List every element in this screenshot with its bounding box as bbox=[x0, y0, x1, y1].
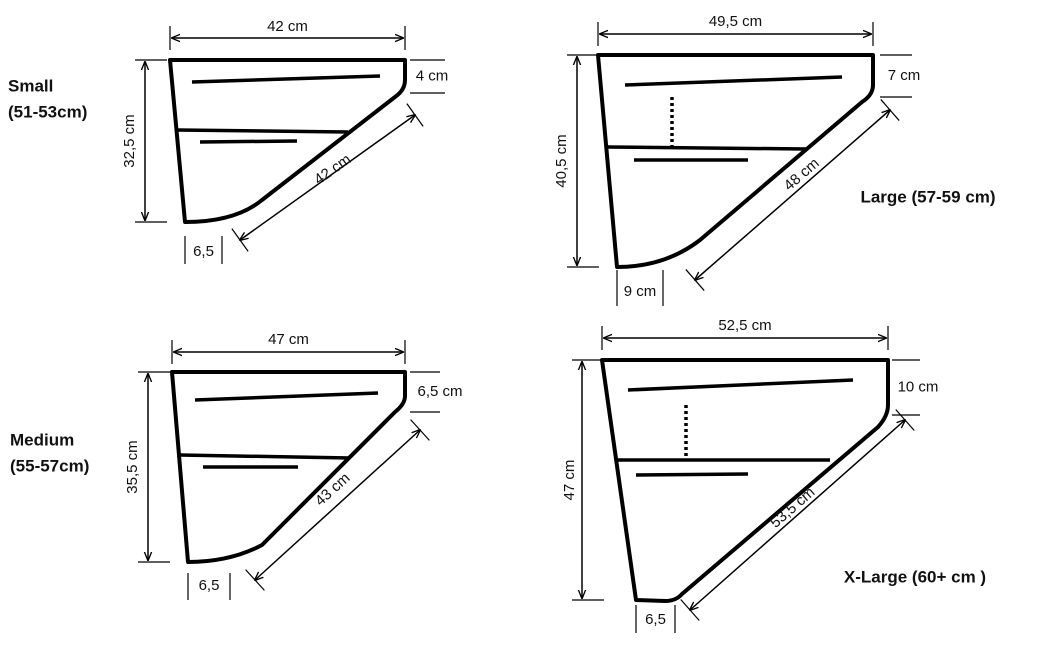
side-label: 6,5 cm bbox=[417, 383, 462, 400]
height-label: 40,5 cm bbox=[553, 134, 570, 187]
placement-line bbox=[607, 145, 807, 151]
bottom-label: 9 cm bbox=[624, 283, 657, 300]
top-width-label: 42 cm bbox=[267, 18, 308, 35]
extension-line bbox=[410, 419, 430, 441]
height-label: 35,5 cm bbox=[124, 440, 141, 493]
size-label: (51-53cm) bbox=[8, 102, 87, 121]
pattern-piece: 52,5 cm 47 cm 10 cm 53,5 cm 6,5 X-Large (60+ … bbox=[561, 317, 986, 633]
extension-line bbox=[680, 599, 700, 621]
dimension-arrow bbox=[695, 110, 890, 280]
height-label: 32,5 cm bbox=[121, 114, 138, 167]
placement-line bbox=[627, 378, 854, 392]
placement-line bbox=[194, 391, 379, 402]
extension-line bbox=[245, 569, 265, 591]
size-label: Small bbox=[8, 76, 53, 95]
placement-line bbox=[199, 139, 298, 144]
placement-line bbox=[176, 128, 349, 134]
size-label: X-Large (60+ cm ) bbox=[844, 567, 986, 586]
dimension-arrow bbox=[690, 420, 905, 610]
side-label: 7 cm bbox=[888, 67, 921, 84]
dimension-arrow bbox=[255, 430, 420, 580]
top-width-label: 47 cm bbox=[268, 331, 309, 348]
placement-line bbox=[624, 75, 843, 87]
size-label: Large (57-59 cm) bbox=[860, 187, 995, 206]
height-label: 47 cm bbox=[561, 460, 578, 501]
side-label: 4 cm bbox=[416, 67, 449, 84]
diagonal-label: 53,5 cm bbox=[767, 484, 818, 532]
bottom-label: 6,5 bbox=[199, 577, 220, 594]
placement-line bbox=[179, 453, 351, 460]
top-width-label: 52,5 cm bbox=[718, 317, 771, 334]
size-label: Medium bbox=[10, 430, 74, 449]
placement-line bbox=[635, 472, 749, 477]
piece-outline bbox=[600, 358, 890, 603]
extension-line bbox=[231, 228, 249, 252]
bottom-label: 6,5 bbox=[645, 611, 666, 628]
extension-line bbox=[406, 103, 424, 127]
bottom-label: 6,5 bbox=[193, 243, 214, 260]
extension-line bbox=[880, 99, 900, 121]
placement-line bbox=[191, 74, 381, 84]
extension-line bbox=[895, 409, 915, 431]
size-label: (55-57cm) bbox=[10, 456, 89, 475]
extension-line bbox=[685, 269, 705, 291]
side-label: 10 cm bbox=[898, 378, 939, 395]
dimension-arrow bbox=[240, 115, 415, 240]
top-width-label: 49,5 cm bbox=[709, 13, 762, 30]
